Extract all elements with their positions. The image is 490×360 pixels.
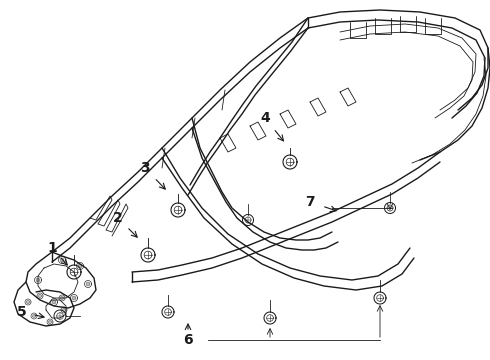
Text: 7: 7 [305,195,315,209]
Text: 5: 5 [17,305,27,319]
Text: 3: 3 [140,161,150,175]
Text: 6: 6 [183,333,193,347]
Text: 4: 4 [260,111,270,125]
Text: 1: 1 [47,241,57,255]
Text: 2: 2 [113,211,123,225]
